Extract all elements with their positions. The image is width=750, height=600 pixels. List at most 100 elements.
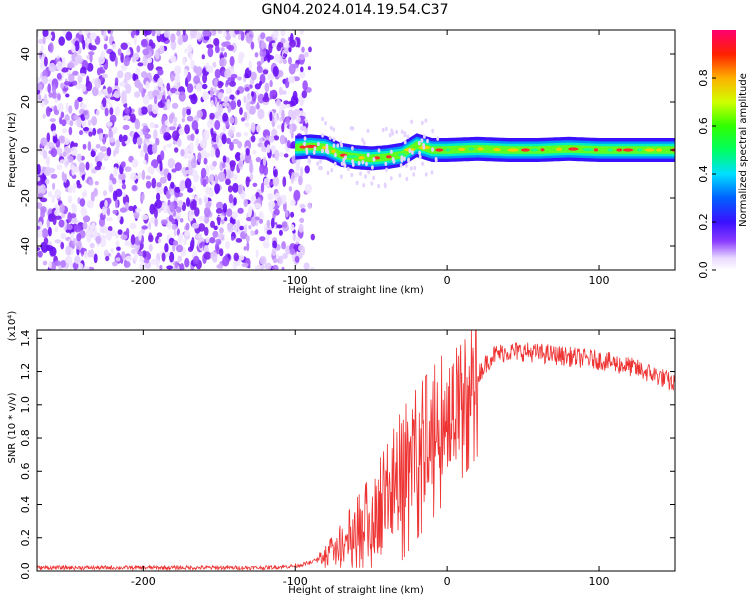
noise-blob <box>241 117 245 122</box>
noise-blob <box>214 183 221 194</box>
noise-blob <box>207 65 214 74</box>
noise-blob <box>74 40 80 52</box>
noise-blob <box>74 99 79 110</box>
noise-blob <box>281 90 287 95</box>
noise-blob <box>210 220 215 228</box>
noise-blob <box>83 250 88 259</box>
trace-stray <box>420 120 424 126</box>
noise-blob <box>62 151 67 157</box>
noise-blob <box>215 242 220 252</box>
noise-blob <box>45 178 50 185</box>
noise-blob <box>225 241 231 250</box>
noise-blob <box>114 147 120 155</box>
trace-stray <box>377 183 380 189</box>
noise-blob <box>191 199 197 210</box>
noise-blob <box>106 230 112 241</box>
noise-blob <box>103 190 107 197</box>
noise-blob <box>67 62 75 69</box>
noise-blob <box>221 162 226 169</box>
noise-blob <box>102 206 106 216</box>
noise-blob <box>229 141 234 151</box>
noise-blob <box>81 85 87 92</box>
noise-blob <box>271 247 277 257</box>
noise-blob <box>157 238 162 243</box>
noise-blob <box>211 30 217 36</box>
noise-blob <box>178 128 185 136</box>
noise-blob <box>203 35 210 41</box>
noise-blob <box>278 255 284 265</box>
noise-blob <box>164 251 170 258</box>
noise-blob <box>166 265 174 270</box>
noise-blob <box>299 70 306 79</box>
noise-blob <box>66 155 74 163</box>
x-tick-label: -200 <box>131 274 156 287</box>
noise-blob <box>144 30 152 36</box>
noise-blob <box>210 86 214 98</box>
noise-blob <box>238 184 242 194</box>
noise-blob <box>272 264 279 270</box>
noise-blob <box>141 225 148 230</box>
noise-blob <box>262 240 270 249</box>
noise-blob <box>203 206 211 218</box>
noise-blob <box>99 66 104 74</box>
noise-blob <box>90 115 98 126</box>
noise-blob <box>175 206 182 213</box>
noise-blob <box>138 171 142 179</box>
noise-blob <box>237 32 242 40</box>
noise-blob <box>109 114 117 123</box>
noise-blob <box>105 217 113 222</box>
noise-blob <box>293 172 300 178</box>
noise-blob <box>241 262 249 268</box>
noise-blob <box>145 175 151 180</box>
x-tick-label: -200 <box>131 575 156 588</box>
noise-blob <box>62 128 68 134</box>
trace-stray <box>434 158 438 163</box>
noise-blob <box>142 250 147 258</box>
trace-stray <box>405 176 409 182</box>
noise-blob <box>194 195 199 202</box>
trace-stray <box>423 134 426 139</box>
noise-blob <box>222 155 227 163</box>
noise-blob <box>156 232 163 238</box>
noise-blob <box>182 30 186 36</box>
chart-title: GN04.2024.014.19.54.C37 <box>262 2 449 18</box>
noise-blob <box>201 54 205 60</box>
noise-blob <box>142 95 150 105</box>
noise-blob <box>43 168 52 177</box>
noise-blob <box>132 73 137 81</box>
noise-blob <box>245 101 251 111</box>
trace-hotspot <box>637 148 643 152</box>
noise-blob <box>267 200 276 209</box>
noise-blob <box>221 133 227 145</box>
noise-blob <box>229 116 235 124</box>
noise-blob <box>141 169 146 181</box>
noise-blob <box>217 171 226 183</box>
y-tick-label: 0 <box>19 147 32 154</box>
noise-blob <box>256 61 262 67</box>
trace-hotspot <box>458 147 466 151</box>
noise-blob <box>170 73 175 82</box>
noise-blob <box>59 203 65 214</box>
noise-blob <box>201 83 208 90</box>
trace-hotspot <box>346 155 358 159</box>
noise-blob <box>119 207 127 213</box>
noise-blob <box>296 160 300 169</box>
noise-blob <box>272 175 280 187</box>
noise-blob <box>259 236 266 242</box>
noise-blob <box>228 193 234 204</box>
noise-blob <box>248 60 252 71</box>
noise-blob <box>171 168 177 173</box>
snr-frame <box>36 329 676 572</box>
noise-blob <box>170 112 175 120</box>
noise-blob <box>50 147 58 158</box>
noise-blob <box>183 68 189 77</box>
noise-blob <box>223 52 227 58</box>
noise-blob <box>195 138 199 147</box>
trace-stray <box>407 158 410 163</box>
trace-stray <box>430 170 434 175</box>
spectrogram-x-ticks: -200 -100 0 100 <box>131 30 610 287</box>
noise-blob <box>63 81 71 86</box>
noise-blob <box>214 68 221 79</box>
noise-blob <box>135 207 142 213</box>
noise-blob <box>55 147 63 155</box>
